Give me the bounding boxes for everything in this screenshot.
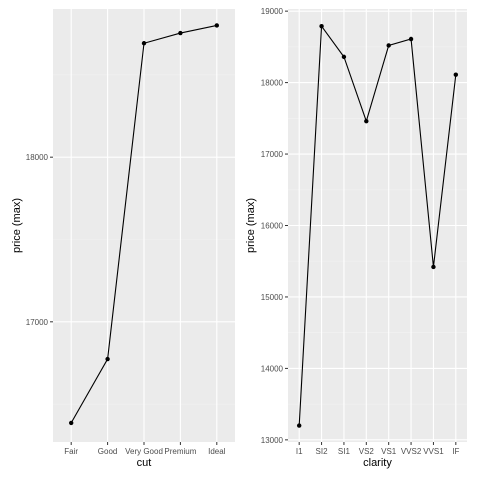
data-point xyxy=(214,23,219,28)
data-point xyxy=(408,36,414,42)
x-tick-label: VVS1 xyxy=(423,447,444,456)
clarity-panel: 13000 14000 15000 16000 17000 18000 19000 I1 SI2… xyxy=(245,7,467,469)
data-point xyxy=(141,41,147,46)
y-tick-label: 17000 xyxy=(26,318,49,327)
y-tick-label: 14000 xyxy=(261,364,284,373)
y-axis-title: price (max) xyxy=(11,198,23,253)
data-point xyxy=(453,72,459,77)
x-tick-label: SI1 xyxy=(338,447,351,456)
data-point xyxy=(386,43,391,48)
y-tick-label: 17000 xyxy=(261,150,284,159)
y-tick-label: 19000 xyxy=(261,7,284,16)
series-line xyxy=(298,24,457,426)
x-axis-title: cut xyxy=(137,457,152,469)
y-tick-label: 16000 xyxy=(261,222,284,231)
data-point xyxy=(105,356,110,362)
data-point xyxy=(431,264,436,270)
data-point xyxy=(69,420,74,426)
cut-panel: 17000 18000 Fair Good Very Good Premium Ideal c… xyxy=(11,9,235,469)
x-tick-label: VS2 xyxy=(359,447,375,456)
y-tick-label: 15000 xyxy=(261,293,284,302)
x-tick-label: IF xyxy=(452,447,459,456)
x-tick-label: Ideal xyxy=(208,447,226,456)
x-tick-label: Premium xyxy=(164,447,196,456)
y-tick-label: 18000 xyxy=(261,79,284,88)
x-axis-title: clarity xyxy=(363,457,392,469)
x-tick-label: I1 xyxy=(296,447,303,456)
data-point xyxy=(178,30,183,36)
data-point xyxy=(364,118,369,124)
data-point xyxy=(341,54,347,60)
data-point xyxy=(296,423,302,428)
y-tick-label: 18000 xyxy=(26,153,49,162)
x-tick-label: Fair xyxy=(64,447,78,456)
y-axis-title: price (max) xyxy=(245,198,257,253)
x-tick-label: Good xyxy=(98,447,118,456)
x-tick-label: Very Good xyxy=(125,447,163,456)
x-tick-label: VVS2 xyxy=(401,447,422,456)
data-point xyxy=(319,23,324,29)
x-tick-label: SI2 xyxy=(316,447,329,456)
y-tick-label: 13000 xyxy=(261,436,284,445)
x-tick-label: VS1 xyxy=(381,447,397,456)
